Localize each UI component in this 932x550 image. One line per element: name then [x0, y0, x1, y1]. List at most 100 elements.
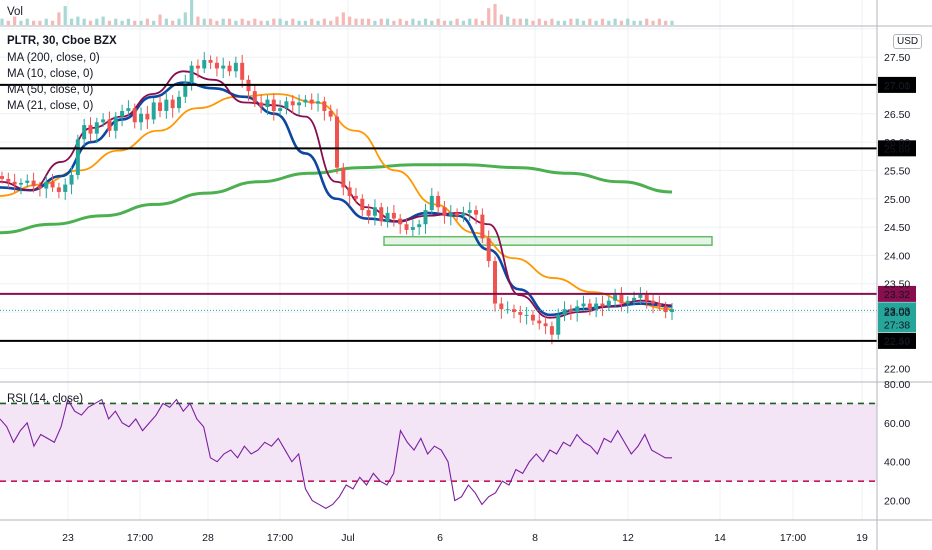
ma50-legend[interactable]: MA (50, close, 0) [7, 84, 94, 96]
candle-body [227, 65, 232, 72]
candle-body [644, 295, 649, 301]
ma-line [0, 81, 673, 317]
candle-body [50, 181, 55, 188]
price-tick-label: 22.00 [884, 364, 910, 376]
ma-line [0, 70, 673, 319]
candle-body [436, 195, 441, 208]
volume-bar [6, 20, 10, 25]
level-badge [878, 332, 916, 349]
candle-body [625, 300, 630, 304]
ma21-legend[interactable]: MA (21, close, 0) [7, 100, 94, 112]
candle-body [404, 224, 409, 230]
volume-bar [645, 18, 649, 25]
candle-body [31, 180, 36, 187]
candle-body [290, 101, 295, 106]
candle-body [271, 99, 276, 111]
volume-bar [297, 20, 301, 25]
time-tick-label: 12 [622, 532, 634, 544]
ma-line [0, 163, 673, 235]
volume-bar [430, 20, 434, 25]
time-tick-label: 17:00 [267, 532, 293, 544]
candle-body [316, 101, 321, 104]
volume-bar [480, 20, 484, 25]
price-tick-label: 25.00 [884, 194, 910, 206]
volume-bar [398, 18, 402, 25]
candle-body [505, 309, 510, 311]
candle-body [158, 102, 163, 111]
ma200-legend[interactable]: MA (200, close, 0) [7, 52, 100, 64]
time-tick-label: 19 [856, 532, 868, 544]
volume-bar [329, 20, 333, 25]
candle-body [69, 174, 74, 185]
volume-bar [133, 20, 137, 25]
candle-body [164, 99, 169, 111]
candle-body [448, 212, 453, 216]
candle-body [107, 119, 112, 131]
candle-body [657, 303, 662, 307]
candle-body [524, 314, 529, 316]
horizontal-levels[interactable]: 27.01 25.89 23.32 22.49 23.03 27:38 [0, 76, 916, 349]
candle-body [549, 326, 554, 335]
time-tick-label: 28 [202, 532, 214, 544]
volume-bar [373, 20, 377, 25]
candle-body [139, 113, 144, 123]
volume-bar [525, 18, 529, 25]
level-label: 27.01 [884, 80, 910, 92]
candle-body [442, 207, 447, 216]
price-tick-label: 24.50 [884, 222, 910, 234]
volume-bar [19, 20, 23, 25]
candle-body [474, 210, 479, 215]
volume-bar [88, 20, 93, 25]
candle-body [120, 110, 125, 117]
candle-body [562, 309, 567, 315]
candle-body [309, 99, 314, 104]
candle-body [322, 101, 327, 111]
volume-bar [404, 20, 409, 25]
volume-bar [234, 20, 238, 25]
candle-body [663, 306, 668, 313]
level-badge [878, 140, 916, 157]
candle-body [113, 116, 118, 131]
volume-bar [613, 18, 617, 25]
candle-body [594, 303, 599, 310]
volume-bar [664, 20, 668, 25]
volume-bar [303, 20, 307, 25]
candle-body [25, 180, 30, 183]
candle-body [429, 195, 434, 211]
currency-badge[interactable]: USD [893, 34, 923, 49]
candle-body [366, 210, 371, 216]
candle-body [347, 187, 352, 196]
candle-body [410, 227, 415, 230]
volume-bar [392, 20, 396, 25]
volume-bar [164, 18, 168, 25]
volume-bar [145, 18, 149, 25]
ma10-legend[interactable]: MA (10, close, 0) [7, 68, 94, 80]
time-tick-label: 6 [437, 532, 443, 544]
rsi-tick-label: 20.00 [884, 496, 910, 508]
volume-bar [506, 16, 510, 25]
candle-body [44, 181, 49, 189]
candle-body [303, 99, 308, 103]
volume-bar [417, 20, 421, 25]
symbol-legend[interactable]: PLTR, 30, Cboe BZX [7, 35, 117, 47]
rsi-legend[interactable]: RSI (14, close) [7, 393, 84, 405]
candle-body [537, 320, 542, 324]
support-zone[interactable] [383, 235, 713, 246]
price-tick-label: 23.50 [884, 279, 910, 291]
volume-bar [588, 18, 592, 25]
candle-body [638, 295, 643, 298]
candle-body [189, 65, 194, 83]
volume-bar [253, 18, 257, 25]
volume-bar [32, 20, 36, 25]
volume-bar [158, 14, 162, 25]
candle-body [18, 182, 23, 185]
volume-bar [518, 18, 522, 25]
volume-bar [240, 18, 244, 25]
candle-body [461, 212, 466, 216]
candle-body [37, 186, 42, 189]
volume-bar [183, 12, 187, 25]
volume-bar [493, 4, 497, 25]
time-tick-label: 23 [62, 532, 74, 544]
volume-bar [316, 20, 320, 25]
